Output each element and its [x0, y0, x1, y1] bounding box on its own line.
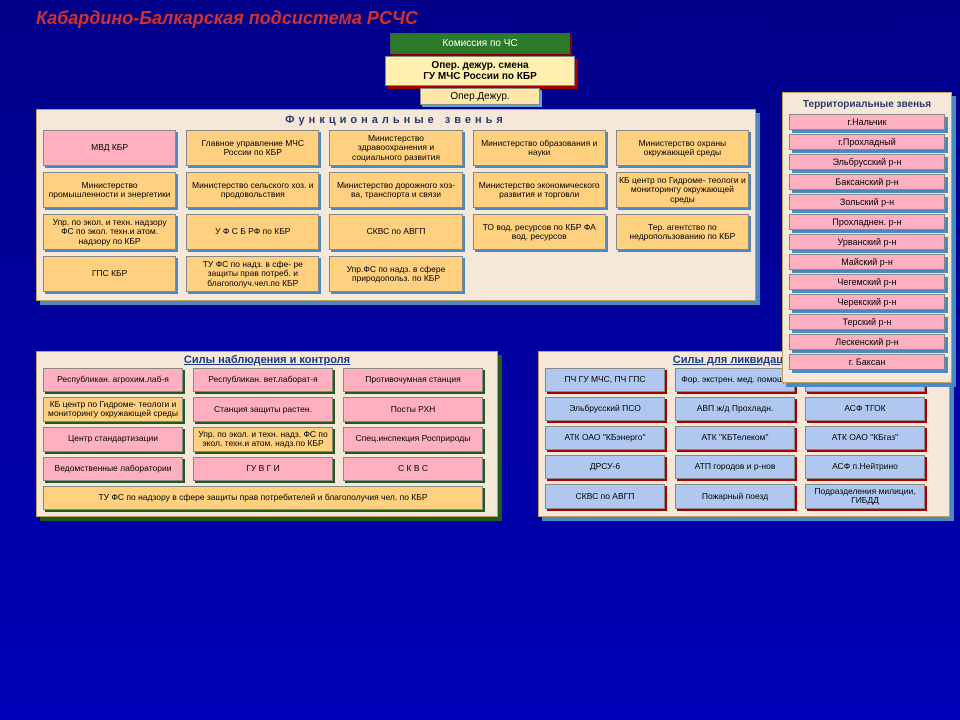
control-cell: КБ центр по Гидроме- теологи и мониторин… [43, 397, 183, 422]
functional-cell: Министерство здравоохранения и социально… [329, 130, 462, 166]
control-panel: Силы наблюдения и контроля Республикан. … [36, 351, 498, 516]
control-cell: Спец.инспекция Росприроды [343, 427, 483, 452]
territory-item: Майский р-н [789, 254, 945, 270]
liquidation-cell: СКВС по АВГП [545, 484, 665, 509]
control-cell: Республикан. агрохим.лаб-я [43, 368, 183, 392]
territory-item: Зольский р-н [789, 194, 945, 210]
functional-title: Функциональные звенья [43, 114, 749, 126]
page-title: Кабардино-Балкарская подсистема РСЧС [0, 0, 960, 33]
territory-item: Эльбрусский р-н [789, 154, 945, 170]
functional-cell: ТУ ФС по надз. в сфе- ре защиты прав пот… [186, 256, 319, 292]
functional-cell: У Ф С Б РФ по КБР [186, 214, 319, 250]
control-cell: Упр. по экол. и техн. надз. ФС по экол. … [193, 427, 333, 452]
control-cell: Противочумная станция [343, 368, 483, 392]
liquidation-cell: Эльбрусский ПСО [545, 397, 665, 421]
functional-cell: ТО вод. ресурсов по КБР ФА вод. ресурсов [473, 214, 606, 250]
commission-box: Комиссия по ЧС [390, 33, 570, 54]
liquidation-cell: Фор. экстрен. мед. помощи [675, 368, 795, 392]
functional-cell: СКВС по АВГП [329, 214, 462, 250]
territory-item: Черекский р-н [789, 294, 945, 310]
functional-cell: Тер. агентство по недропользованию по КБ… [616, 214, 749, 250]
functional-cell: Министерство экономического развития и т… [473, 172, 606, 208]
liquidation-cell: АСФ ТГОК [805, 397, 925, 421]
control-cell: Ведомственные лаборатории [43, 457, 183, 481]
control-footer: ТУ ФС по надзору в сфере защиты прав пот… [43, 486, 483, 510]
functional-cell: Министерство образования и науки [473, 130, 606, 166]
functional-cell: Упр. по экол. и техн. надзору ФС по экол… [43, 214, 176, 250]
liquidation-cell: ДРСУ-6 [545, 455, 665, 479]
liquidation-cell: АТП городов и р-нов [675, 455, 795, 479]
functional-grid: МВД КБР Главное управление МЧС России по … [43, 130, 749, 292]
top-hierarchy: Комиссия по ЧС [390, 33, 570, 54]
liquidation-cell: АТК "КБТелеком" [675, 426, 795, 450]
control-cell: Посты РХН [343, 397, 483, 422]
functional-cell: Министерство промышленности и энергетики [43, 172, 176, 208]
territory-item: Баксанский р-н [789, 174, 945, 190]
territory-item: г. Баксан [789, 354, 945, 370]
control-cell: Центр стандартизации [43, 427, 183, 452]
territory-item: Терский р-н [789, 314, 945, 330]
functional-cell: Министерство сельского хоз. и продовольс… [186, 172, 319, 208]
territory-list: г.Нальчик г.Прохладный Эльбрусский р-н Бакс… [789, 114, 945, 370]
territory-item: г.Нальчик [789, 114, 945, 130]
functional-cell: Министерство дорожного хоз-ва, транспорт… [329, 172, 462, 208]
liquidation-cell: АВП ж/д Прохладн. [675, 397, 795, 421]
liquidation-cell: Подразделения милиции, ГИБДД [805, 484, 925, 509]
oper-main-box: Опер. дежур. смена ГУ МЧС России по КБР [385, 56, 575, 86]
oper-sub-box: Опер.Дежур. [420, 88, 540, 105]
liquidation-cell: АТК ОАО "КБэнерго" [545, 426, 665, 450]
liquidation-cell: АТК ОАО "КБгаз" [805, 426, 925, 450]
control-title: Силы наблюдения и контроля [43, 354, 491, 368]
control-cell: Республикан. вет.лаборат-я [193, 368, 333, 392]
territory-item: Урванский р-н [789, 234, 945, 250]
territory-item: Лескенский р-н [789, 334, 945, 350]
functional-cell: Министерство охраны окружающей среды [616, 130, 749, 166]
control-cell: Станция защиты растен. [193, 397, 333, 422]
functional-cell: ГПС КБР [43, 256, 176, 292]
liquidation-grid: ПЧ ГУ МЧС, ПЧ ГПС Фор. экстрен. мед. помо… [545, 368, 943, 509]
functional-cell: Главное управление МЧС России по КБР [186, 130, 319, 166]
functional-panel: Функциональные звенья МВД КБР Главное упр… [36, 109, 756, 301]
liquidation-cell: Пожарный поезд [675, 484, 795, 509]
territory-panel: Территориальные звенья г.Нальчик г.Прохла… [782, 92, 952, 383]
control-grid: Республикан. агрохим.лаб-я Республикан. в… [43, 368, 491, 509]
functional-cell: МВД КБР [43, 130, 176, 166]
functional-cell: КБ центр по Гидроме- теологи и мониторин… [616, 172, 749, 208]
territory-item: Чегемский р-н [789, 274, 945, 290]
liquidation-cell: АСФ п.Нейтрино [805, 455, 925, 479]
control-cell: ГУ В Г И [193, 457, 333, 481]
territory-title: Территориальные звенья [789, 97, 945, 114]
liquidation-cell: ПЧ ГУ МЧС, ПЧ ГПС [545, 368, 665, 392]
functional-cell: Упр.ФС по надз. в сфере природопольз. по… [329, 256, 462, 292]
control-cell: С К В С [343, 457, 483, 481]
territory-item: г.Прохладный [789, 134, 945, 150]
territory-item: Прохладнен. р-н [789, 214, 945, 230]
